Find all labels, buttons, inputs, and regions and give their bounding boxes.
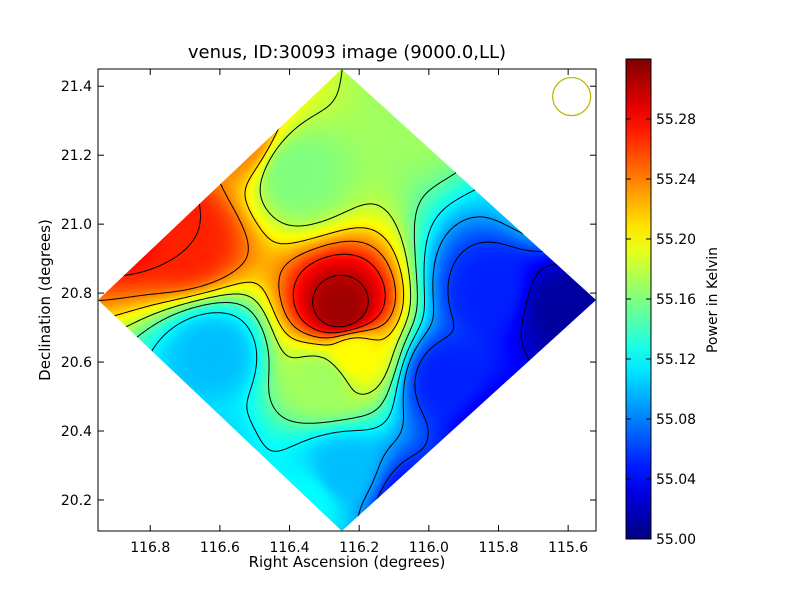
y-tick-label: 20.8 — [61, 286, 92, 302]
colorbar-tick-label: 55.16 — [656, 292, 696, 308]
y-tick-label: 20.4 — [61, 424, 92, 440]
x-tick-label: 116.6 — [200, 540, 240, 556]
beam-marker — [552, 76, 592, 117]
colorbar-tick-label: 55.00 — [656, 532, 696, 548]
y-tick-label: 21.0 — [61, 217, 92, 233]
x-tick-label: 116.0 — [409, 540, 449, 556]
x-tick-label: 116.8 — [130, 540, 170, 556]
colorbar-tick-label: 55.12 — [656, 352, 696, 368]
x-tick-label: 116.4 — [269, 540, 309, 556]
x-tick-label: 116.2 — [339, 540, 379, 556]
y-tick-label: 20.2 — [61, 493, 92, 509]
colorbar-axis: 55.00 55.04 55.08 55.12 55.16 55.20 55.24 55.28 — [626, 112, 696, 548]
colorbar-tick-label: 55.24 — [656, 172, 696, 188]
heatmap-area — [98, 69, 596, 531]
y-tick-label: 21.2 — [61, 148, 92, 164]
y-tick-label: 20.6 — [61, 355, 92, 371]
colorbar-tick-label: 55.08 — [656, 412, 696, 428]
x-axis: 116.8 116.6 116.4 116.2 116.0 115.8 115.6 — [130, 69, 588, 556]
y-tick-label: 21.4 — [61, 79, 92, 95]
colorbar-tick-label: 55.20 — [656, 232, 696, 248]
y-axis: 20.2 20.4 20.6 20.8 21.0 21.2 21.4 — [61, 79, 596, 509]
colorbar-tick-label: 55.04 — [656, 472, 696, 488]
x-tick-label: 115.6 — [548, 540, 588, 556]
colorbar-tick-label: 55.28 — [656, 112, 696, 128]
plot-frame — [97, 68, 597, 532]
x-axis-label: Right Ascension (degrees) — [248, 553, 446, 571]
chart-title: venus, ID:30093 image (9000.0,LL) — [187, 42, 507, 63]
colorbar-label: Power in Kelvin — [705, 246, 721, 354]
y-axis-label: Declination (degrees) — [36, 219, 54, 381]
x-tick-label: 115.8 — [478, 540, 518, 556]
contour-line — [312, 274, 369, 328]
